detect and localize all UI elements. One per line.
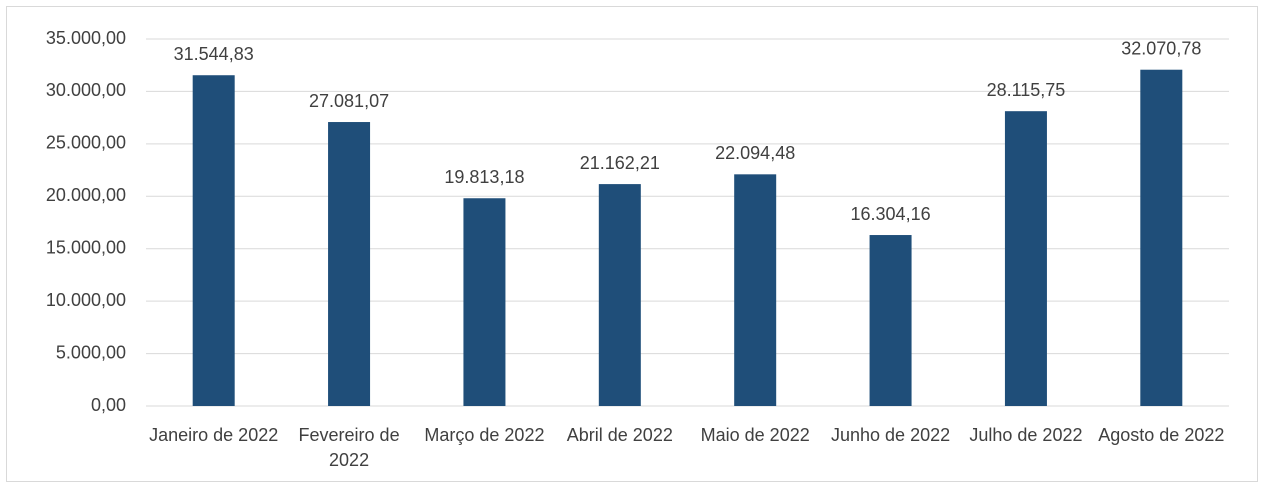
y-tick-label: 25.000,00	[46, 133, 126, 153]
data-label: 31.544,83	[174, 44, 254, 64]
y-tick-label: 20.000,00	[46, 185, 126, 205]
data-label: 16.304,16	[851, 204, 931, 224]
x-tick-label: Março de 2022	[424, 425, 545, 445]
x-tick-label: Abril de 2022	[566, 425, 673, 445]
data-label: 28.115,75	[987, 80, 1066, 100]
x-tick-label: Janeiro de 2022	[149, 425, 279, 445]
data-label: 19.813,18	[444, 167, 524, 187]
data-label: 22.094,48	[715, 143, 795, 163]
y-tick-label: 5.000,00	[56, 342, 126, 362]
bar	[869, 235, 912, 406]
data-label: 27.081,07	[309, 91, 389, 111]
x-tick-label: Julho de 2022	[969, 425, 1083, 445]
y-tick-label: 10.000,00	[46, 290, 126, 310]
bar	[463, 198, 506, 406]
x-tick-label: Junho de 2022	[831, 425, 951, 445]
bar	[1004, 111, 1047, 406]
bar	[734, 174, 777, 406]
x-tick-label: Agosto de 2022	[1098, 425, 1225, 445]
data-label: 32.070,78	[1121, 38, 1201, 58]
bar	[192, 75, 235, 407]
bar	[1140, 69, 1183, 406]
x-tick-label: Fevereiro de 2022	[298, 425, 400, 470]
x-tick-label: Maio de 2022	[700, 425, 810, 445]
bar	[328, 122, 371, 406]
y-tick-label: 0,00	[91, 395, 126, 415]
y-tick-label: 15.000,00	[46, 237, 126, 257]
y-tick-label: 30.000,00	[46, 80, 126, 100]
bar	[598, 184, 641, 406]
chart-border	[6, 6, 1258, 482]
y-tick-label: 35.000,00	[46, 28, 126, 48]
data-label: 21.162,21	[580, 153, 660, 173]
